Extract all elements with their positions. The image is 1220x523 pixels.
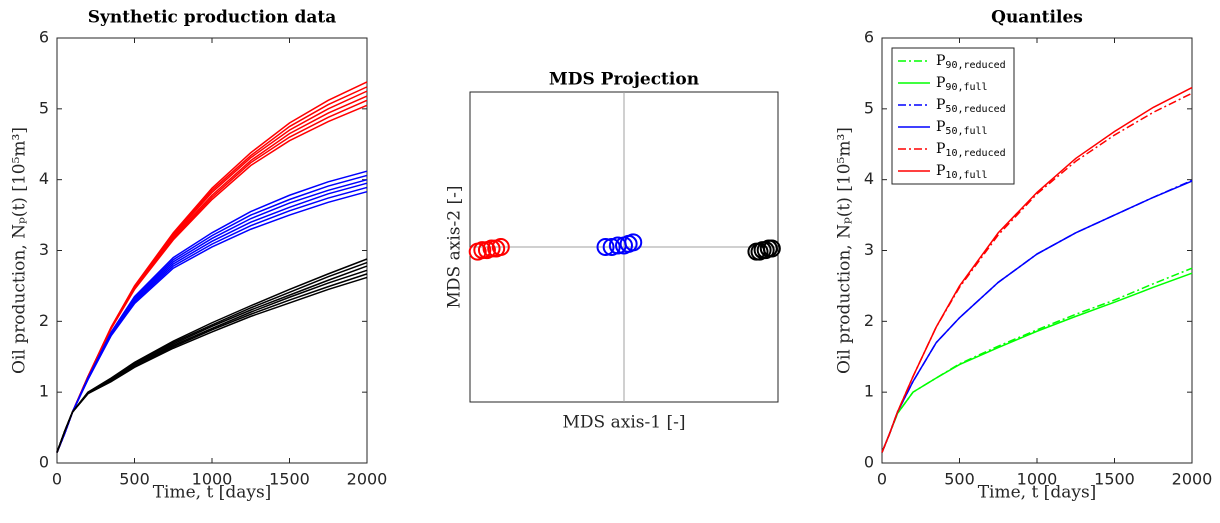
y-tick-label: 5	[39, 98, 49, 117]
x-axis-label: MDS axis-1 [-]	[563, 413, 686, 433]
x-tick-label: 1000	[1017, 470, 1058, 489]
y-tick-label: 2	[39, 311, 49, 330]
data-point	[473, 241, 492, 260]
y-tick-label: 3	[39, 240, 49, 259]
data-point	[482, 239, 501, 258]
x-tick-label: 0	[877, 470, 887, 489]
y-tick-label: 3	[864, 240, 874, 259]
x-tick-label: 0	[52, 470, 62, 489]
x-tick-label: 500	[119, 470, 150, 489]
x-tick-label: 2000	[347, 470, 388, 489]
chart-title: Synthetic production data	[88, 8, 337, 28]
x-tick-label: 500	[944, 470, 975, 489]
data-point	[762, 239, 781, 258]
chart-title: MDS Projection	[549, 70, 699, 90]
x-axis-label: Time, t [days]	[153, 483, 272, 503]
y-axis-label: Oil production, Nₚ(t) [10⁵m³]	[835, 127, 855, 374]
y-tick-label: 1	[864, 382, 874, 401]
data-point	[491, 238, 510, 256]
data-point	[596, 238, 615, 256]
y-tick-label: 4	[39, 169, 49, 188]
y-tick-label: 5	[864, 98, 874, 117]
y-tick-label: 6	[864, 28, 874, 47]
x-tick-label: 1500	[269, 470, 310, 489]
y-tick-label: 2	[864, 311, 874, 330]
x-tick-label: 2000	[1172, 470, 1213, 489]
y-tick-label: 0	[864, 453, 874, 472]
x-tick-label: 1500	[1094, 470, 1135, 489]
x-axis-label: Time, t [days]	[978, 483, 1097, 503]
plot-area	[56, 37, 368, 464]
y-tick-label: 4	[864, 169, 874, 188]
y-tick-label: 0	[39, 453, 49, 472]
data-point	[624, 233, 643, 252]
y-axis-label: MDS axis-2 [-]	[445, 186, 465, 309]
chart-title: Quantiles	[991, 8, 1083, 28]
x-tick-label: 1000	[192, 470, 233, 489]
y-tick-label: 1	[39, 382, 49, 401]
y-tick-label: 6	[39, 28, 49, 47]
data-line	[56, 258, 368, 453]
legend-box	[891, 47, 1015, 185]
data-line	[881, 86, 1193, 453]
y-axis-label: Oil production, Nₚ(t) [10⁵m³]	[10, 127, 30, 374]
